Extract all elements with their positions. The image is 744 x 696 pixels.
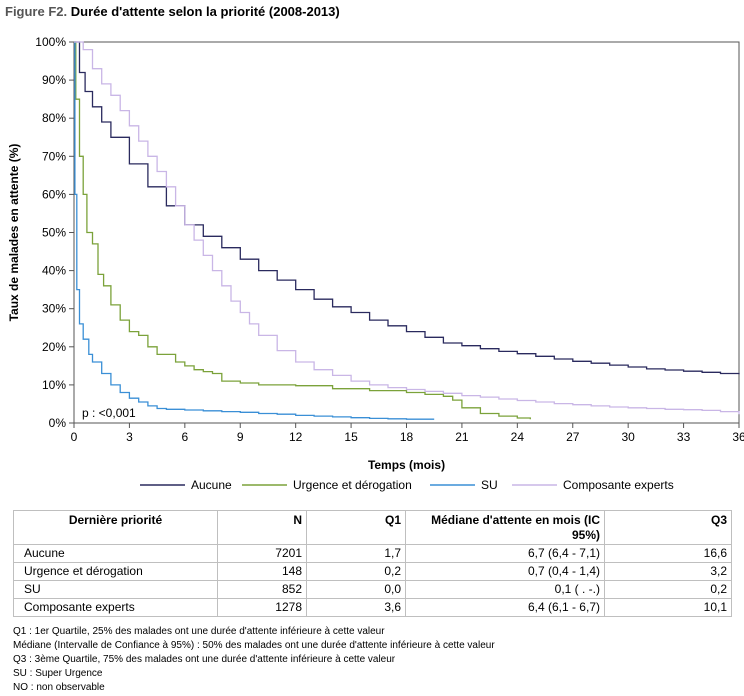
cell-priority: Composante experts <box>13 598 218 617</box>
cell-q1: 1,7 <box>306 544 406 563</box>
y-tick-label: 0% <box>49 416 67 430</box>
plot-frame <box>73 41 740 424</box>
survival-chart: 0%10%20%30%40%50%60%70%80%90%100% 0 3 6 9 12… <box>7 35 744 492</box>
x-tick-label: 33 <box>677 430 691 444</box>
y-axis-title: Taux de malades en attente (%) <box>7 144 21 322</box>
y-tick-label: 40% <box>42 264 66 278</box>
y-tick-label: 60% <box>42 187 66 201</box>
x-tick-label: 24 <box>511 430 525 444</box>
x-axis: 0 3 6 9 12 15 18 21 24 27 30 33 36 <box>71 423 744 444</box>
table-row: Composante experts 1278 3,6 6,4 (6,1 - 6,7)… <box>13 598 732 617</box>
cell-q1: 0,2 <box>306 562 406 581</box>
y-tick-label: 30% <box>42 302 66 316</box>
cell-q3: 3,2 <box>604 562 732 581</box>
x-tick-label: 3 <box>126 430 133 444</box>
cell-q3: 0,2 <box>604 580 732 599</box>
x-tick-label: 30 <box>621 430 635 444</box>
footnote-q3: Q3 : 3ème Quartile, 75% des malades ont … <box>13 654 396 665</box>
legend-label: Aucune <box>191 478 232 492</box>
x-tick-label: 0 <box>71 430 78 444</box>
x-tick-label: 15 <box>344 430 358 444</box>
x-tick-label: 6 <box>181 430 188 444</box>
series-line-urgence-et-d-rogation <box>74 41 531 420</box>
cell-median: 6,7 (6,4 - 7,1) <box>405 544 605 563</box>
y-tick-label: 50% <box>42 226 66 240</box>
footnote-q1: Q1 : 1er Quartile, 25% des malades ont u… <box>13 626 385 637</box>
table-row: SU 852 0,0 0,1 ( . -.) 0,2 <box>13 580 732 599</box>
table-header-row: Dernière priorité N Q1 Médiane d'attente… <box>13 510 732 545</box>
series-layer <box>74 41 740 420</box>
y-tick-label: 100% <box>35 35 66 49</box>
series-line-aucune <box>74 41 740 375</box>
figure-title: Figure F2. Durée d'attente selon la prio… <box>5 4 340 19</box>
footnote-median: Médiane (Intervalle de Confiance à 95%) … <box>13 640 495 651</box>
x-axis-title: Temps (mois) <box>368 458 445 472</box>
x-tick-label: 9 <box>237 430 244 444</box>
x-tick-label: 36 <box>732 430 744 444</box>
cell-q3: 10,1 <box>604 598 732 617</box>
table-row: Aucune 7201 1,7 6,7 (6,4 - 7,1) 16,6 <box>13 544 732 563</box>
cell-q3: 16,6 <box>604 544 732 563</box>
legend: Aucune Urgence et dérogation SU Composante … <box>140 478 674 492</box>
y-tick-label: 70% <box>42 149 66 163</box>
figure-prefix: Figure F2. <box>5 4 68 19</box>
y-axis: 0% 10% 20% 30% 40% 50% 60% 70% 80% 90% 100% <box>35 35 74 430</box>
col-header-q3: Q3 <box>604 510 732 545</box>
series-line-composante-experts <box>74 41 740 415</box>
y-tick-label: 80% <box>42 111 66 125</box>
y-tick-label: 90% <box>42 73 66 87</box>
table-row: Urgence et dérogation 148 0,2 0,7 (0,4 - 1,… <box>13 562 732 581</box>
summary-table: Dernière priorité N Q1 Médiane d'attente… <box>13 510 732 617</box>
legend-label: SU <box>481 478 498 492</box>
cell-median: 0,7 (0,4 - 1,4) <box>405 562 605 581</box>
figure-title-text: Durée d'attente selon la priorité (2008-… <box>70 4 340 19</box>
cell-median: 0,1 ( . -.) <box>405 580 605 599</box>
cell-n: 7201 <box>217 544 307 563</box>
footnote-su: SU : Super Urgence <box>13 668 103 679</box>
legend-label: Composante experts <box>563 478 674 492</box>
x-tick-label: 27 <box>566 430 580 444</box>
cell-n: 1278 <box>217 598 307 617</box>
x-tick-label: 18 <box>400 430 414 444</box>
col-header-median: Médiane d'attente en mois (IC 95%) <box>405 510 605 545</box>
x-tick-label: 12 <box>289 430 303 444</box>
x-tick-label: 21 <box>455 430 469 444</box>
cell-q1: 3,6 <box>306 598 406 617</box>
footnotes: Q1 : 1er Quartile, 25% des malades ont u… <box>13 625 495 695</box>
cell-priority: SU <box>13 580 218 599</box>
cell-median: 6,4 (6,1 - 6,7) <box>405 598 605 617</box>
p-value-annotation: p : <0,001 <box>82 406 136 420</box>
col-header-n: N <box>217 510 307 545</box>
series-line-su <box>74 41 435 420</box>
y-tick-label: 10% <box>42 378 66 392</box>
y-tick-label: 20% <box>42 340 66 354</box>
table-body: Aucune 7201 1,7 6,7 (6,4 - 7,1) 16,6 Urgence … <box>13 544 732 617</box>
cell-n: 148 <box>217 562 307 581</box>
cell-priority: Aucune <box>13 544 218 563</box>
col-header-priority: Dernière priorité <box>13 510 218 545</box>
cell-q1: 0,0 <box>306 580 406 599</box>
cell-priority: Urgence et dérogation <box>13 562 218 581</box>
cell-n: 852 <box>217 580 307 599</box>
footnote-no: NO : non observable <box>13 682 105 693</box>
col-header-q1: Q1 <box>306 510 406 545</box>
legend-label: Urgence et dérogation <box>293 478 412 492</box>
